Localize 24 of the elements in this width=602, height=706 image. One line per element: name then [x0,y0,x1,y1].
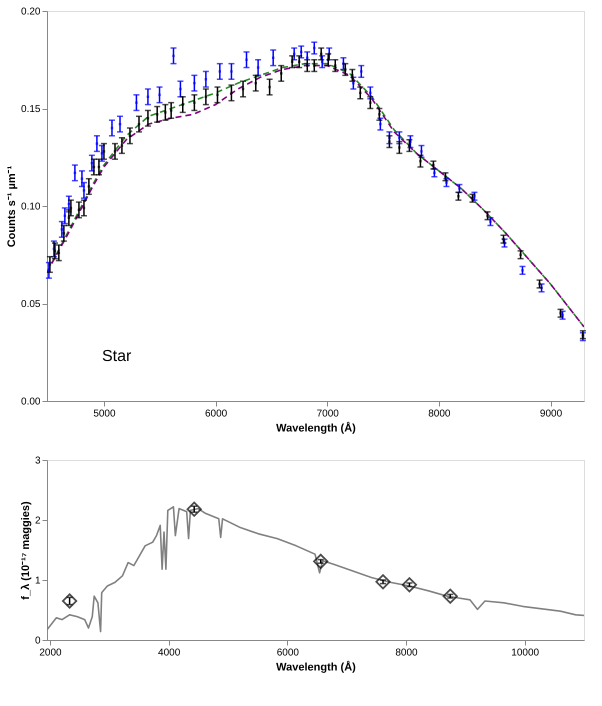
y-tick-label: 0.15 [21,104,41,115]
y-axis-title: f_λ (10⁻¹⁷ maggies) [20,500,32,600]
x-tick-label: 9000 [540,408,563,420]
x-tick-label: 8000 [395,648,418,658]
x-tick-label: 5000 [93,408,116,420]
x-tick-label: 7000 [316,408,340,420]
y-tick-label: 0.10 [21,202,41,212]
y-axis-title: Counts s⁻¹ µm⁻¹ [6,165,18,248]
x-tick-label: 8000 [428,408,451,420]
y-tick-label: 3 [34,456,41,466]
x-tick-label: 2000 [39,648,62,658]
x-tick-label: 6000 [276,648,300,658]
y-tick-label: 0 [34,636,41,646]
x-tick-label: 4000 [158,648,181,658]
x-axis-title: Wavelength (Å) [276,422,356,434]
y-tick-label: 0.20 [21,6,41,18]
y-tick-label: 0.05 [21,299,41,310]
x-tick-label: 10000 [511,648,540,658]
y-tick-label: 2 [34,516,41,526]
y-tick-label: 1 [34,576,41,586]
x-tick-label: 6000 [204,408,228,420]
y-tick-label: 0.00 [21,396,41,408]
annotation: Star [102,348,132,365]
x-axis-title: Wavelength (Å) [276,660,356,674]
